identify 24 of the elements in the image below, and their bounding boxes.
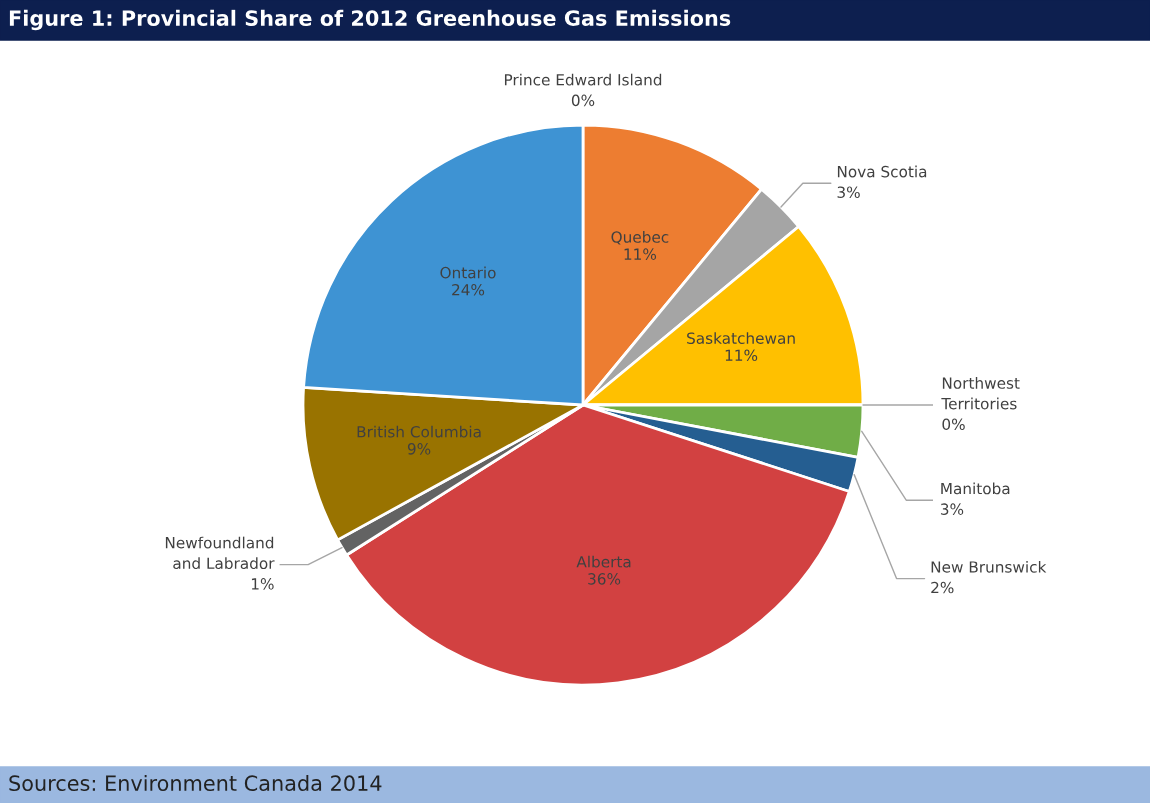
slice-label: New Brunswick <box>931 560 1047 573</box>
slice-label: Newfoundland and Labrador <box>165 536 275 570</box>
chart-title: Figure 1: Provincial Share of 2012 Greenhouse Gas Emissions <box>9 9 731 31</box>
data-label: 11% <box>725 349 758 362</box>
text: 0% <box>571 94 595 107</box>
slice-label: Nova Scotia <box>837 165 927 178</box>
slice-label: Saskatchewan <box>687 332 795 344</box>
data-label: 11% <box>624 248 657 260</box>
text: 0% <box>942 418 965 431</box>
slice-label: Manitoba <box>941 482 1010 495</box>
slice-label: British Columbia <box>357 425 481 438</box>
data-label: 3% <box>940 503 964 515</box>
data-label: 1% <box>251 578 274 590</box>
category-label: Northwest Territories <box>941 377 1020 410</box>
category-label: Prince Edward Island <box>504 73 662 86</box>
source-note: Sources: Environment Canada 2014 <box>9 774 382 792</box>
data-label: 9% <box>407 443 431 455</box>
data-label: 3% <box>837 186 860 198</box>
slice-label: Alberta <box>576 555 631 568</box>
data-label: 24% <box>452 283 485 296</box>
slice-label: Ontario <box>440 266 496 279</box>
data-label: 36% <box>588 573 621 585</box>
slice-label: Quebec <box>611 230 669 245</box>
data-label: 2% <box>931 581 954 594</box>
